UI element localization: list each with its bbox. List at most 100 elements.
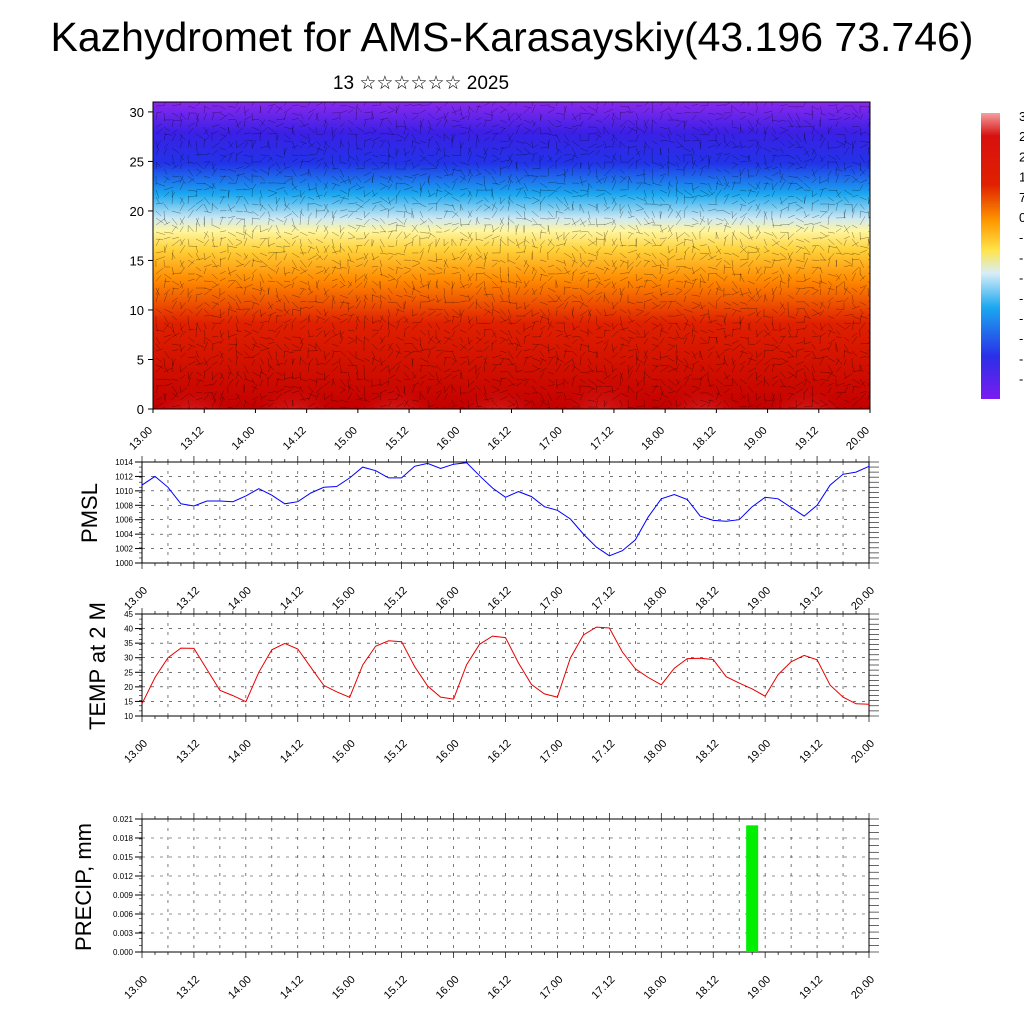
xtick-label: 13.00 — [122, 585, 150, 613]
ytick-label: 45 — [124, 610, 133, 619]
colorbar-label: 1 — [1019, 170, 1024, 185]
series-line — [141, 462, 870, 557]
heatmap-yaxis: 0 5 10 15 20 25 30 — [130, 105, 153, 417]
warm-plumes — [153, 329, 846, 409]
heatmap-ytick-label: 15 — [130, 253, 144, 268]
ytick-label: 1012 — [115, 472, 133, 481]
heatmap-xaxis: 13.00 13.12 14.00 14.12 15.00 15.12 16.00 16.12… — [127, 409, 872, 453]
xtick-label: 18.00 — [641, 974, 669, 1002]
heatmap-xtick-label: 13.00 — [127, 425, 155, 453]
xtick-label: 15.12 — [382, 738, 410, 766]
colorbar-labels: 3 2 2 1 7 0 - - - - - - - - — [1019, 109, 1024, 387]
xtick-label: 17.00 — [538, 974, 566, 1002]
xtick-label: 19.12 — [797, 585, 825, 613]
xtick-label: 20.00 — [849, 585, 877, 613]
xtick-label: 18.12 — [693, 974, 721, 1002]
heatmap-xtick-label: 15.00 — [332, 425, 360, 453]
panel-frame — [141, 461, 870, 564]
xtick-label: 19.00 — [745, 738, 773, 766]
heatmap-xtick-label: 19.12 — [793, 425, 821, 453]
xtick-label: 18.12 — [693, 585, 721, 613]
ytick-label: 1014 — [115, 458, 133, 467]
ytick-label: 0.006 — [113, 910, 134, 919]
colorbar-label: - — [1019, 311, 1023, 326]
warm-plume — [663, 354, 744, 409]
xtick-label: 16.12 — [486, 585, 514, 613]
heatmap-xtick-label: 13.12 — [178, 425, 206, 453]
xtick-label: 17.12 — [590, 738, 618, 766]
xtick-label: 15.12 — [382, 585, 410, 613]
heatmap-xtick-label: 15.12 — [383, 425, 411, 453]
xtick-label: 17.00 — [538, 585, 566, 613]
heatmap-ytick-label: 30 — [130, 105, 144, 120]
ytick-label: 0.003 — [113, 929, 134, 938]
colorbar: 3 2 2 1 7 0 - - - - - - - - — [981, 109, 1024, 399]
ytick-label: 1008 — [115, 501, 133, 510]
xtick-label: 19.12 — [797, 738, 825, 766]
heatmap-ytick-label: 10 — [130, 303, 144, 318]
ytick-label: 40 — [124, 625, 133, 634]
heatmap-ytick-label: 0 — [137, 402, 144, 417]
heatmap-xtick-label: 20.00 — [844, 425, 872, 453]
colorbar-label: - — [1019, 351, 1023, 366]
xtick-label: 16.00 — [434, 738, 462, 766]
xtick-label: 14.12 — [278, 738, 306, 766]
xtick-label: 16.12 — [486, 974, 514, 1002]
heatmap-xtick-label: 18.12 — [691, 425, 719, 453]
ytick-label: 20 — [124, 683, 133, 692]
ytick-label: 0.000 — [113, 948, 134, 957]
xtick-label: 14.00 — [226, 738, 254, 766]
heatmap-xtick-label: 14.00 — [230, 425, 258, 453]
colorbar-label: - — [1019, 250, 1023, 265]
xtick-label: 15.00 — [330, 585, 358, 613]
xtick-label: 17.12 — [590, 585, 618, 613]
ytick-label: 1004 — [115, 530, 133, 539]
heatmap-xtick-label: 17.00 — [537, 425, 565, 453]
ytick-label: 1002 — [115, 545, 133, 554]
ytick-label: 0.009 — [113, 891, 134, 900]
colorbar-label: 2 — [1019, 129, 1024, 144]
ytick-label: 1006 — [115, 516, 133, 525]
xtick-label: 17.12 — [590, 974, 618, 1002]
ytick-label: 10 — [124, 712, 133, 721]
colorbar-label: 7 — [1019, 190, 1024, 205]
xtick-label: 13.12 — [174, 974, 202, 1002]
xtick-label: 13.00 — [122, 738, 150, 766]
warm-plume — [253, 354, 334, 409]
xtick-label: 13.12 — [174, 738, 202, 766]
ytick-label: 35 — [124, 639, 133, 648]
xtick-label: 14.00 — [226, 974, 254, 1002]
heatmap-xtick-label: 19.00 — [742, 425, 770, 453]
xtick-label: 16.12 — [486, 738, 514, 766]
ytick-label: 0.012 — [113, 872, 134, 881]
heatmap-ytick-label: 25 — [130, 154, 144, 169]
xtick-label: 19.00 — [745, 974, 773, 1002]
heatmap-panel: 0 5 10 15 20 25 30 13.00 13.12 14.00 14.12 15.00 15… — [127, 101, 872, 453]
colorbar-label: - — [1019, 230, 1023, 245]
xtick-label: 16.00 — [434, 974, 462, 1002]
xtick-label: 14.12 — [278, 974, 306, 1002]
heatmap-xtick-label: 16.12 — [486, 425, 514, 453]
colorbar-label: - — [1019, 331, 1023, 346]
colorbar-label: - — [1019, 372, 1023, 387]
xtick-label: 18.00 — [641, 738, 669, 766]
series-line — [141, 626, 870, 705]
precip-panel: 0.000 0.003 0.006 0.009 0.012 0.015 0.018 0.021… — [113, 813, 879, 1002]
colorbar-label: 2 — [1019, 149, 1024, 164]
heatmap-ytick-label: 5 — [137, 352, 144, 367]
xtick-label: 19.12 — [797, 974, 825, 1002]
colorbar-label: 3 — [1019, 109, 1024, 124]
xtick-label: 18.00 — [641, 585, 669, 613]
wind-vector-field — [155, 102, 870, 409]
ytick-label: 1010 — [115, 487, 133, 496]
xtick-label: 15.00 — [330, 974, 358, 1002]
xtick-label: 14.12 — [278, 585, 306, 613]
xtick-label: 16.00 — [434, 585, 462, 613]
ytick-label: 25 — [124, 668, 133, 677]
chart-title: Kazhydromet for AMS-Karasayskiy(43.196 7… — [50, 14, 974, 60]
ytick-label: 30 — [124, 654, 133, 663]
xtick-label: 14.00 — [226, 585, 254, 613]
heatmap-xtick-label: 16.00 — [434, 425, 462, 453]
xtick-label: 13.00 — [122, 974, 150, 1002]
